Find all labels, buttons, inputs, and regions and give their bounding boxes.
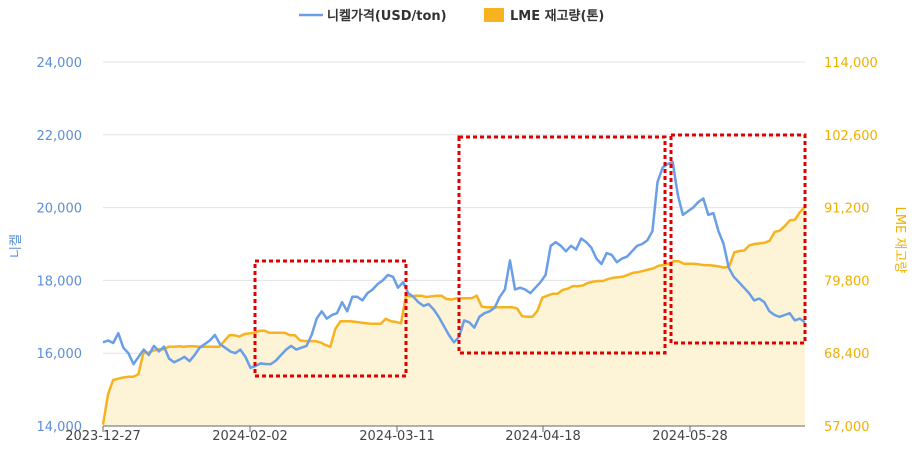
left-tick-label: 18,000 — [37, 274, 83, 289]
lme-stock-line — [101, 206, 806, 425]
lme-stock-area-fill — [103, 207, 805, 426]
legend-item-lme-stock[interactable]: LME 재고량(톤) — [484, 8, 604, 24]
left-axis-ticks: 24,000 22,000 20,000 18,000 16,000 14,000 — [37, 56, 83, 435]
legend-label-nickel-price: 니켈가격(USD/ton) — [327, 9, 447, 24]
x-tick-label: 2024-05-28 — [652, 429, 728, 444]
left-tick-label: 20,000 — [37, 202, 83, 217]
lme-stock-area — [103, 207, 805, 426]
highlight-box — [669, 133, 807, 345]
x-tick-label: 2023-12-27 — [65, 429, 141, 444]
series-lines — [101, 160, 806, 425]
left-tick-label: 14,000 — [37, 420, 83, 435]
x-axis: 2023-12-27 2024-02-02 2024-03-11 2024-04-18… — [65, 425, 805, 444]
x-tick-label: 2024-03-11 — [359, 429, 435, 444]
left-tick-label: 22,000 — [37, 129, 83, 144]
highlight-boxes — [253, 133, 807, 378]
left-tick-label: 16,000 — [37, 347, 83, 362]
legend[interactable]: 니켈가격(USD/ton) LME 재고량(톤) — [299, 8, 604, 24]
right-axis-ticks: 114,000 102,600 91,200 79,800 68,400 57,000 — [824, 56, 878, 435]
right-tick-label: 114,000 — [824, 56, 878, 71]
legend-item-nickel-price[interactable]: 니켈가격(USD/ton) — [299, 9, 447, 24]
left-tick-label: 24,000 — [37, 56, 83, 71]
highlight-box — [457, 135, 667, 355]
x-tick-label: 2024-04-18 — [505, 429, 581, 444]
right-tick-label: 91,200 — [824, 202, 870, 217]
right-tick-label: 57,000 — [824, 420, 870, 435]
right-tick-label: 102,600 — [824, 129, 878, 144]
x-tick-label: 2024-02-02 — [212, 429, 288, 444]
legend-box-swatch — [484, 8, 504, 22]
nickel-price-line — [102, 160, 806, 370]
right-tick-label: 68,400 — [824, 347, 870, 362]
left-axis-title: 니켈 — [9, 234, 24, 258]
right-tick-label: 79,800 — [824, 274, 870, 289]
legend-label-lme-stock: LME 재고량(톤) — [510, 9, 604, 24]
right-axis-title: LME 재고량 — [892, 207, 907, 274]
